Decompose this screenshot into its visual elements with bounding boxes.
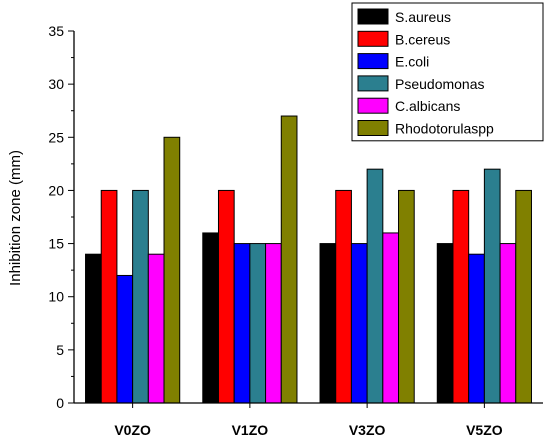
bar-v5zo-e-coli: [468, 253, 485, 404]
y-tick-label: 15: [48, 236, 64, 252]
y-tick-label: 30: [48, 76, 64, 92]
legend-swatch: [357, 8, 389, 25]
bar-v0zo-c-albicans: [147, 253, 165, 404]
bar-v0zo-e-coli: [116, 274, 134, 404]
legend-label: C.albicans: [395, 98, 460, 114]
legend-box: [351, 2, 544, 142]
bar-v1zo-b-cereus: [217, 189, 235, 404]
bar-v1zo-s-aureus: [202, 232, 219, 404]
x-tick-label: V3ZO: [349, 422, 386, 438]
y-tick-label: 35: [48, 23, 64, 39]
bar-v5zo-s-aureus: [436, 243, 454, 404]
legend-label: Pseudomonas: [395, 76, 485, 92]
bar-v0zo-b-cereus: [100, 189, 118, 404]
x-tick-label: V0ZO: [114, 422, 151, 438]
bar-v1zo-rhodotorulaspp: [280, 115, 298, 404]
bar-v0zo-pseudomonas: [132, 189, 149, 404]
legend-swatch: [357, 30, 389, 47]
legend-swatch: [357, 75, 389, 92]
bar-v5zo-rhodotorulaspp: [515, 189, 532, 404]
y-tick-label: 5: [56, 342, 64, 358]
bar-v3zo-e-coli: [350, 243, 368, 404]
legend-label: E.coli: [395, 54, 429, 70]
bar-v1zo-e-coli: [233, 243, 251, 404]
bar-v5zo-c-albicans: [499, 243, 517, 404]
y-tick-label: 10: [48, 289, 64, 305]
x-tick-label: V5ZO: [466, 422, 503, 438]
bar-v3zo-pseudomonas: [366, 168, 384, 404]
y-axis-label: Inhibition zone (mm): [7, 150, 24, 286]
x-tick-label: V1ZO: [232, 422, 269, 438]
y-tick-label: 0: [56, 395, 64, 411]
y-tick-label: 25: [48, 129, 64, 145]
legend-swatch: [357, 97, 389, 114]
bar-v1zo-pseudomonas: [249, 243, 267, 404]
bar-v3zo-b-cereus: [335, 189, 352, 404]
bar-v3zo-c-albicans: [382, 232, 400, 404]
legend-label: S.aureus: [395, 9, 451, 25]
bars-layer: [85, 115, 532, 404]
y-tick-label: 20: [48, 182, 64, 198]
bar-v5zo-pseudomonas: [483, 168, 501, 404]
bar-v3zo-s-aureus: [319, 243, 337, 404]
legend-swatch: [357, 120, 389, 136]
legend-label: Rhodotorulaspp: [395, 121, 494, 137]
legend-swatch: [357, 53, 389, 70]
bar-v3zo-rhodotorulaspp: [398, 189, 415, 404]
bar-v0zo-rhodotorulaspp: [163, 136, 181, 404]
legend: S.aureus B.cereus E.coli Pseudomonas C.albic…: [351, 2, 544, 142]
axes-layer: V0ZO V1ZO V3ZO V5ZO 0 5 10 15 20 25 30 35: [48, 23, 543, 438]
bar-v5zo-b-cereus: [452, 189, 470, 404]
legend-label: B.cereus: [395, 31, 450, 47]
bar-v0zo-s-aureus: [85, 253, 102, 404]
bar-v1zo-c-albicans: [265, 243, 282, 404]
